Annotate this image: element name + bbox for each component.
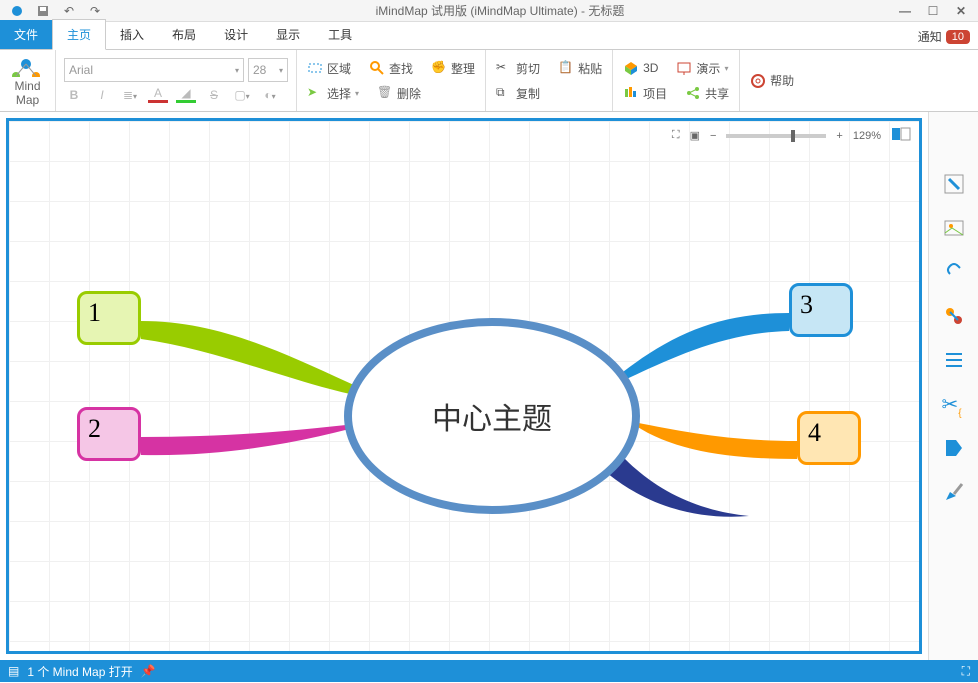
note-icon[interactable] <box>942 172 966 196</box>
canvas-area: ⛶ ▣ − + 129% 中心主题1324 ✂{ <box>0 112 978 660</box>
tab-design[interactable]: 设计 <box>210 20 262 49</box>
cut-button[interactable]: ✂剪切 <box>496 60 540 77</box>
font-color-button[interactable]: A <box>148 86 168 103</box>
project-button[interactable]: 项目 <box>623 85 667 102</box>
list-button[interactable]: ≣▾ <box>120 88 140 102</box>
branch-node[interactable]: 4 <box>797 411 861 465</box>
tab-file[interactable]: 文件 <box>0 20 52 49</box>
tab-insert[interactable]: 插入 <box>106 20 158 49</box>
tab-home[interactable]: 主页 <box>52 19 106 50</box>
select-button[interactable]: ➤选择▾ <box>307 85 359 102</box>
tab-layout[interactable]: 布局 <box>158 20 210 49</box>
branch-node[interactable]: 1 <box>77 291 141 345</box>
delete-button[interactable]: 🗑删除 <box>377 85 421 102</box>
tag-icon[interactable] <box>942 436 966 460</box>
status-doc-icon: ▤ <box>8 664 19 678</box>
3d-button[interactable]: 3D <box>623 60 658 77</box>
font-group: Arial▾ 28▾ B I ≣▾ A ◢ S ▢▾ ◐▾ <box>56 50 297 111</box>
statusbar: ▤ 1 个 Mind Map 打开 📌 ⛶ <box>0 660 978 682</box>
fill-button[interactable]: ▢▾ <box>232 88 252 102</box>
edit-group: 区域 查找 ✊整理 ➤选择▾ 🗑删除 <box>297 50 486 111</box>
strike-button[interactable]: S <box>204 88 224 102</box>
notification-area[interactable]: 通知 10 <box>910 24 978 49</box>
help-group: 帮助 <box>740 50 804 111</box>
view-group: 3D 演示▾ 项目 共享 <box>613 50 740 111</box>
font-size-select[interactable]: 28▾ <box>248 58 288 82</box>
pin-icon[interactable]: 📌 <box>141 664 156 678</box>
fullscreen-icon[interactable]: ⛶ <box>962 664 970 679</box>
tab-view[interactable]: 显示 <box>262 20 314 49</box>
center-node[interactable]: 中心主题 <box>347 321 637 511</box>
mindmap-mode-label: Mind Map <box>8 79 47 107</box>
attachment-icon[interactable] <box>942 260 966 284</box>
app-icon <box>8 3 26 19</box>
maximize-button[interactable]: ☐ <box>924 3 942 19</box>
notification-count: 10 <box>946 30 970 44</box>
save-icon[interactable] <box>34 3 52 19</box>
share-button[interactable]: 共享 <box>685 85 729 102</box>
close-button[interactable]: ✕ <box>952 3 970 19</box>
copy-button[interactable]: ⧉复制 <box>496 85 540 102</box>
brush-icon[interactable] <box>942 480 966 504</box>
branch-node[interactable]: 2 <box>77 407 141 461</box>
right-panel: ✂{ <box>928 112 978 660</box>
link-icon[interactable] <box>942 304 966 328</box>
find-button[interactable]: 查找 <box>369 60 413 77</box>
bold-button[interactable]: B <box>64 88 84 102</box>
mindmap-mode-button[interactable]: Mind Map <box>0 50 56 111</box>
notification-label: 通知 <box>918 28 942 45</box>
image-icon[interactable] <box>942 216 966 240</box>
menu-tabs: 文件 主页 插入 布局 设计 显示 工具 通知 10 <box>0 22 978 50</box>
canvas[interactable]: ⛶ ▣ − + 129% 中心主题1324 <box>6 118 922 654</box>
font-family-select[interactable]: Arial▾ <box>64 58 244 82</box>
present-button[interactable]: 演示▾ <box>676 60 728 77</box>
clipboard-group: ✂剪切 📋粘贴 ⧉复制 <box>486 50 613 111</box>
status-text: 1 个 Mind Map 打开 <box>27 663 132 680</box>
cut-tool-icon[interactable]: ✂{ <box>942 392 966 416</box>
paste-button[interactable]: 📋粘贴 <box>558 60 602 77</box>
arrange-button[interactable]: ✊整理 <box>431 60 475 77</box>
undo-icon[interactable]: ↶ <box>60 3 78 19</box>
highlight-button[interactable]: ◢ <box>176 86 196 103</box>
region-button[interactable]: 区域 <box>307 60 351 77</box>
palette-button[interactable]: ◐▾ <box>260 88 280 102</box>
help-button[interactable]: 帮助 <box>750 72 794 89</box>
titlebar: ↶ ↷ iMindMap 试用版 (iMindMap Ultimate) - 无… <box>0 0 978 22</box>
italic-button[interactable]: I <box>92 88 112 102</box>
branch-node[interactable]: 3 <box>789 283 853 337</box>
ribbon: Mind Map Arial▾ 28▾ B I ≣▾ A ◢ S ▢▾ ◐▾ 区… <box>0 50 978 112</box>
outline-icon[interactable] <box>942 348 966 372</box>
window-title: iMindMap 试用版 (iMindMap Ultimate) - 无标题 <box>104 2 896 19</box>
redo-icon[interactable]: ↷ <box>86 3 104 19</box>
tab-tools[interactable]: 工具 <box>314 20 366 49</box>
minimize-button[interactable]: — <box>896 3 914 19</box>
